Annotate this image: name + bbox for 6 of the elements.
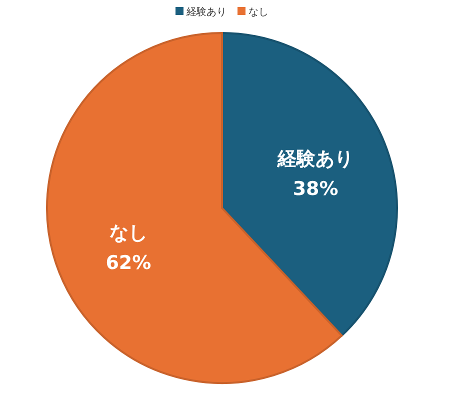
data-label: 38% xyxy=(292,178,338,200)
data-label: 62% xyxy=(106,252,152,274)
legend-label: 経験あり xyxy=(186,6,226,18)
slice-label: なし xyxy=(109,222,148,244)
slice-label: 経験あり xyxy=(276,148,354,170)
legend-label: なし xyxy=(248,7,268,18)
